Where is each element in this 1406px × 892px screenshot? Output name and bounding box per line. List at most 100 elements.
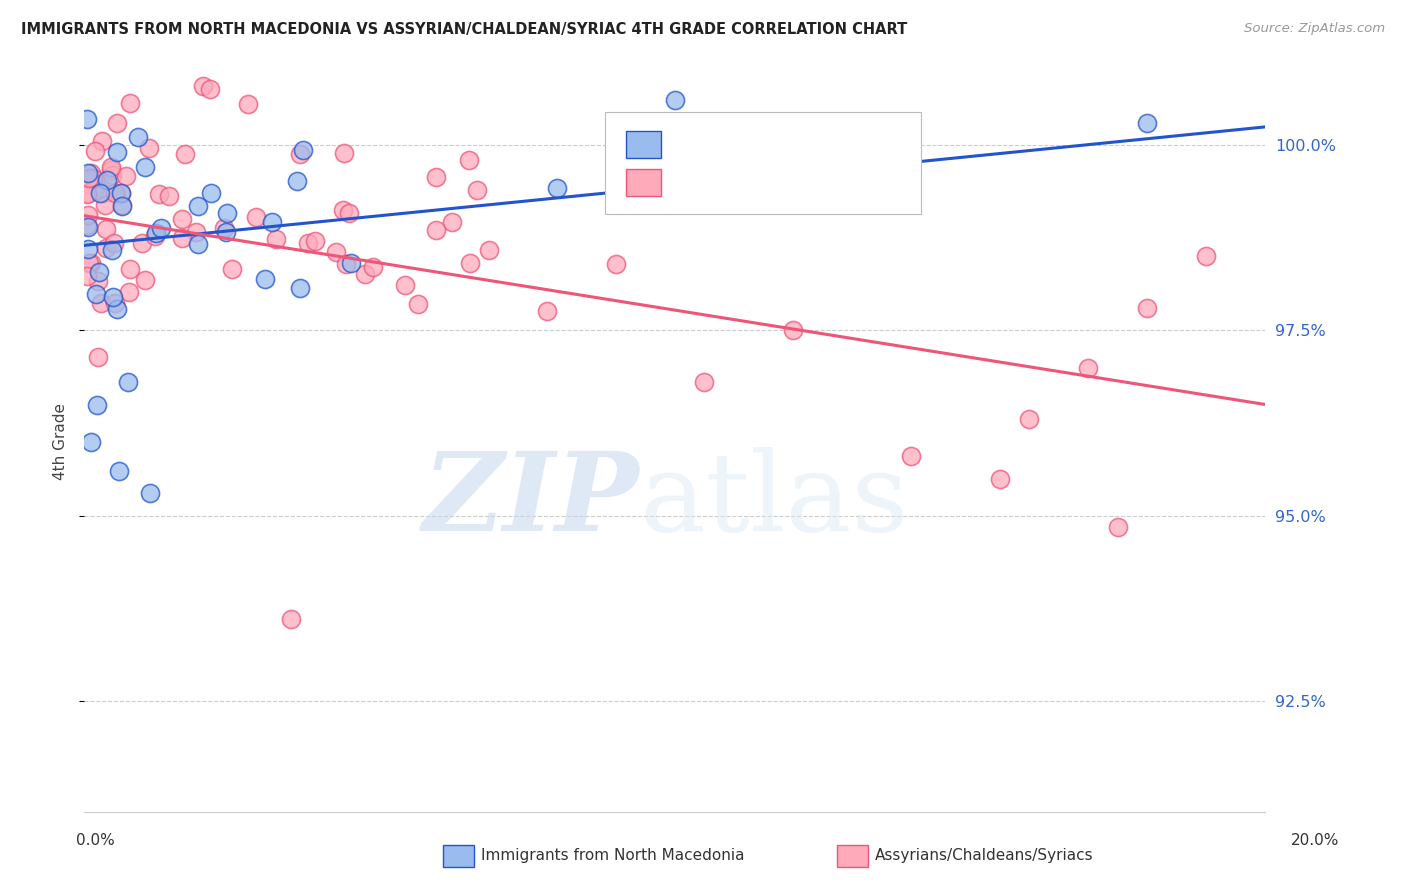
Point [86,397,108,411]
Point [77,170,100,185]
Point [115,169,138,184]
Point [441,215,464,229]
Point [77,256,100,270]
Point [184,225,207,239]
Point [148,187,170,202]
Point [900,450,922,464]
Point [89,265,111,279]
Point [605,257,627,271]
Point [139,486,162,500]
Point [91,134,114,148]
Point [333,146,356,161]
Point [84,287,107,301]
Point [111,199,134,213]
Point [101,168,124,182]
Point [96,173,118,187]
Point [143,228,166,243]
Point [94,197,117,211]
Point [900,161,922,175]
Text: 38: 38 [820,136,842,153]
Point [105,301,128,316]
Text: R =: R = [671,174,707,192]
Point [285,174,308,188]
Point [117,376,139,390]
Point [138,141,160,155]
Point [77,165,100,179]
Point [335,257,357,271]
Point [105,145,128,159]
Point [325,244,347,259]
Point [478,244,501,258]
Point [1136,116,1159,130]
Point [288,147,311,161]
Point [297,235,319,250]
Point [76,112,98,127]
Point [292,143,315,157]
Point [1018,412,1040,426]
Point [1107,519,1129,533]
Point [465,183,488,197]
Point [536,303,558,318]
Point [172,231,194,245]
Point [76,208,98,222]
Point [215,225,238,239]
Point [1136,301,1159,316]
Text: Assyrians/Chaldeans/Syriacs: Assyrians/Chaldeans/Syriacs [875,848,1092,863]
Point [361,260,384,275]
Point [110,186,132,201]
Point [80,256,103,270]
Point [245,210,267,224]
Point [76,220,98,235]
Point [76,187,98,202]
Point [217,206,239,220]
Text: N =: N = [773,174,821,192]
Point [150,221,173,235]
Text: N =: N = [773,136,821,153]
Point [134,160,156,174]
Point [105,116,128,130]
Point [212,221,235,235]
Point [264,231,287,245]
Point [131,236,153,251]
Point [304,234,326,248]
Point [200,82,222,96]
Point [80,166,103,180]
Point [118,285,141,300]
Point [782,323,804,337]
Point [191,79,214,94]
Point [110,186,132,200]
Point [425,169,447,184]
Text: -0.242: -0.242 [710,174,769,192]
Point [77,242,100,256]
Text: Immigrants from North Macedonia: Immigrants from North Macedonia [481,848,744,863]
Point [280,612,302,626]
Point [187,237,209,252]
Point [1195,249,1218,263]
Text: IMMIGRANTS FROM NORTH MACEDONIA VS ASSYRIAN/CHALDEAN/SYRIAC 4TH GRADE CORRELATIO: IMMIGRANTS FROM NORTH MACEDONIA VS ASSYR… [21,22,907,37]
Text: Source: ZipAtlas.com: Source: ZipAtlas.com [1244,22,1385,36]
Point [339,256,361,270]
Point [80,434,103,449]
Point [200,186,222,200]
Point [236,97,259,112]
Text: atlas: atlas [640,447,910,554]
Point [87,350,110,364]
Point [108,464,131,478]
Point [100,160,122,174]
Point [100,163,122,178]
Point [104,295,127,310]
Point [394,277,416,292]
Point [408,297,430,311]
Point [664,93,686,107]
Text: 0.0%: 0.0% [76,833,115,847]
Point [988,471,1011,485]
Point [253,272,276,286]
Point [90,296,112,310]
Point [353,267,375,281]
Point [76,218,98,232]
Point [187,199,209,213]
Point [1077,360,1099,375]
Point [332,203,354,218]
Text: 81: 81 [820,174,842,192]
Point [93,186,115,200]
